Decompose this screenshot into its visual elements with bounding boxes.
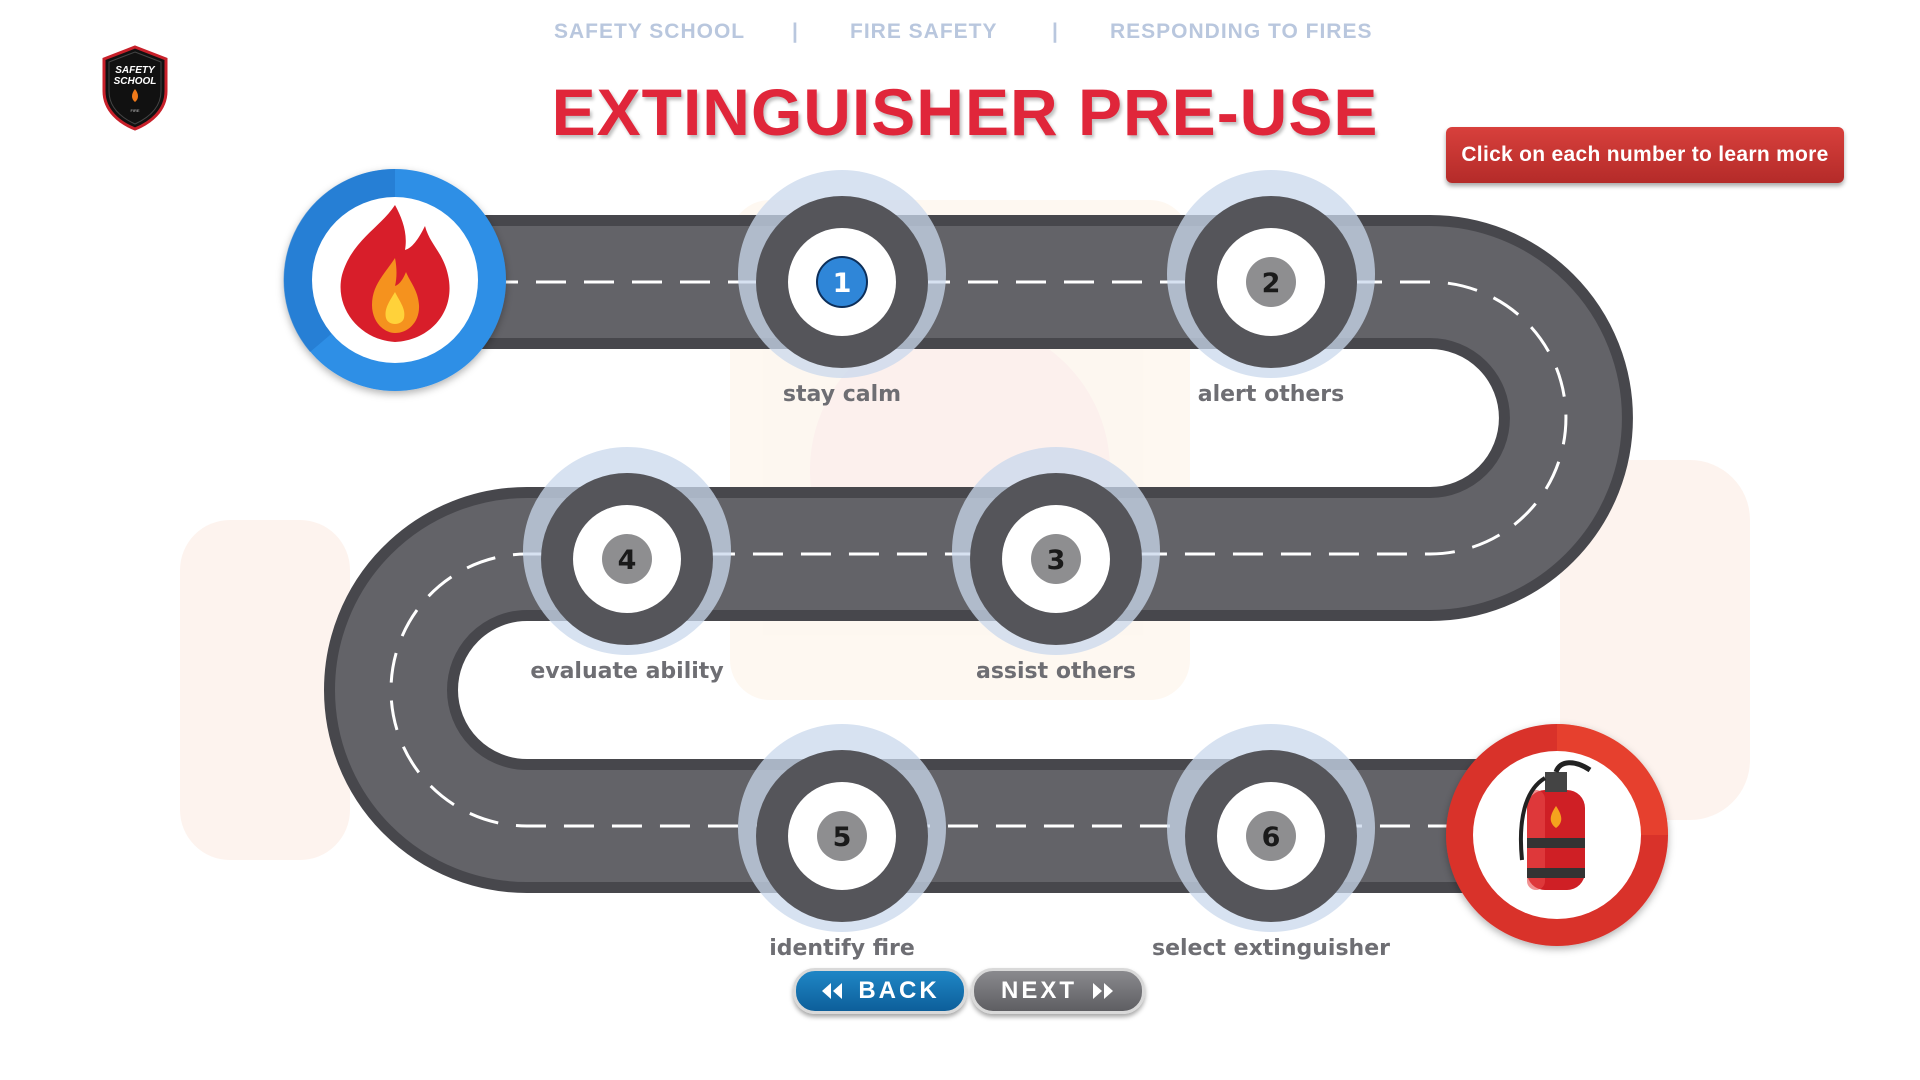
- safety-school-logo: SAFETY SCHOOL FIRE: [102, 45, 168, 131]
- road-center-line: [389, 280, 1568, 828]
- breadcrumb-separator: |: [792, 20, 799, 43]
- fire-extinguisher-icon: [1518, 760, 1592, 890]
- next-button[interactable]: NEXT: [971, 968, 1145, 1014]
- step-2-label: alert others: [1197, 382, 1345, 407]
- learn-more-hint-button[interactable]: Click on each number to learn more: [1446, 127, 1844, 183]
- step-5-marker[interactable]: 5: [738, 724, 946, 932]
- step-4-number: 4: [618, 545, 637, 576]
- step-1-marker[interactable]: 1: [738, 170, 946, 378]
- logo-line-2: SCHOOL: [114, 76, 157, 87]
- fire-icon: [340, 205, 450, 342]
- step-5-label: identify fire: [769, 936, 915, 961]
- step-1-label: stay calm: [782, 382, 902, 407]
- breadcrumb-separator: |: [1052, 20, 1059, 43]
- step-3-number: 3: [1047, 545, 1066, 576]
- breadcrumb-item-safety-school[interactable]: SAFETY SCHOOL: [554, 20, 746, 43]
- step-1-number: 1: [833, 268, 852, 299]
- back-button-label: BACK: [858, 977, 940, 1004]
- step-3-label: assist others: [975, 659, 1136, 684]
- step-4-marker[interactable]: 4: [523, 447, 731, 655]
- step-5-number: 5: [833, 822, 852, 853]
- double-chevron-right-icon: [1093, 983, 1113, 999]
- step-6-number: 6: [1262, 822, 1281, 853]
- breadcrumb-item-fire-safety[interactable]: FIRE SAFETY: [850, 20, 998, 43]
- page-title: EXTINGUISHER PRE-USE: [551, 75, 1379, 149]
- step-2-marker[interactable]: 2: [1167, 170, 1375, 378]
- logo-line-3: FIRE: [130, 108, 139, 113]
- step-4-label: evaluate ability: [530, 659, 724, 684]
- next-button-label: NEXT: [1000, 977, 1077, 1004]
- step-3-marker[interactable]: 3: [952, 447, 1160, 655]
- step-2-number: 2: [1262, 268, 1281, 299]
- step-6-marker[interactable]: 6: [1167, 724, 1375, 932]
- step-6-label: select extinguisher: [1151, 936, 1390, 961]
- breadcrumb: SAFETY SCHOOL | FIRE SAFETY | RESPONDING…: [0, 20, 1920, 50]
- logo-line-1: SAFETY: [115, 65, 156, 76]
- double-chevron-left-icon: [822, 983, 843, 999]
- logo-flame-icon: [132, 89, 138, 102]
- breadcrumb-item-responding-to-fires[interactable]: RESPONDING TO FIRES: [1110, 20, 1373, 43]
- back-button[interactable]: BACK: [793, 968, 967, 1014]
